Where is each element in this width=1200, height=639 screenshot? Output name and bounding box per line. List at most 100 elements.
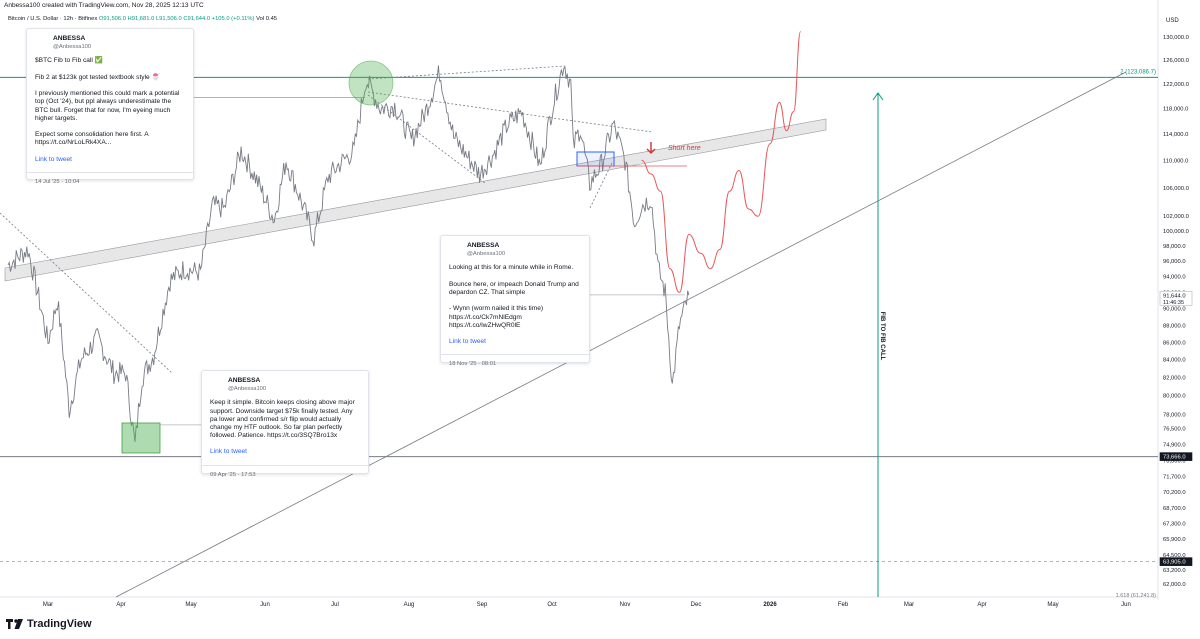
tweet-link[interactable]: Link to tweet [35, 155, 73, 163]
tweet-link[interactable]: Link to tweet [210, 448, 248, 456]
tweet-card: ANBESSA @Anbessa100 Looking at this for … [440, 235, 590, 367]
dotted-trendline [589, 162, 613, 209]
tweet-timestamp: 18 Nov '25 · 08:01 [449, 361, 497, 368]
tweet-timestamp: 09 Apr '25 · 17:53 [210, 471, 256, 478]
tweet-text: Looking at this for a minute while in Ro… [449, 264, 579, 329]
y-tick-label: 114,000.0 [1163, 132, 1188, 138]
price-tag-time: 11:46:35 [1163, 300, 1184, 306]
x-tick-label: 2026 [763, 602, 777, 608]
tweet-text: Keep it simple. Bitcoin keeps closing ab… [210, 399, 355, 440]
y-tick-label: 96,000.0 [1163, 259, 1186, 265]
y-tick-label: 130,000.0 [1163, 35, 1189, 41]
price-tag-label: 63,905.0 [1163, 560, 1186, 566]
x-tick-label: Feb [838, 602, 849, 608]
x-tick-label: May [185, 602, 196, 608]
x-tick-label: Mar [904, 602, 914, 608]
price-tag [1159, 290, 1193, 306]
fib-call-label: FIB TO FIB CALL [879, 312, 885, 361]
y-tick-label: 82,000.0 [1163, 375, 1186, 381]
y-tick-label: 76,500.0 [1163, 427, 1186, 433]
y-tick-label: 102,000.0 [1163, 214, 1189, 220]
y-tick-label: 86,000.0 [1163, 340, 1186, 346]
tweet-handle: @Anbessa100 [467, 251, 506, 258]
y-tick-label: 88,000.0 [1163, 323, 1186, 329]
y-tick-label: 80,000.0 [1163, 394, 1186, 400]
y-tick-label: 106,000.0 [1163, 186, 1189, 192]
long-trendline [115, 71, 1127, 598]
y-tick-label: 65,900.0 [1163, 537, 1186, 543]
tweet-handle: @Anbessa100 [228, 386, 267, 393]
ohlc-values: O91,506.0 H91,681.0 L91,506.0 C91,644.0 … [98, 16, 255, 22]
y-tick-label: 62,000.0 [1163, 582, 1186, 588]
volume-value: Vol 0.45 [256, 16, 278, 22]
x-tick-label: Dec [691, 602, 702, 608]
y-tick-label: 84,000.0 [1163, 358, 1186, 364]
tradingview-logo: TradingView [6, 618, 92, 630]
x-tick-label: Sep [477, 602, 488, 608]
fib-level-label: 2 (123,086.7) [1120, 69, 1156, 75]
x-tick-label: Oct [547, 602, 557, 608]
grid-layer [0, 0, 1159, 600]
y-tick-label: 122,000.0 [1163, 82, 1189, 88]
top-highlight-circle [348, 60, 394, 106]
dotted-trendline [367, 65, 566, 80]
tweet-text: $BTC Fib to Fib call ✅ Fib 2 at $123k go… [35, 57, 180, 147]
y-tick-label: 73,300.0 [1163, 458, 1186, 464]
tweet-link[interactable]: Link to tweet [449, 338, 487, 346]
x-tick-label: Apr [977, 602, 986, 608]
tradingview-logo-text: TradingView [27, 618, 92, 630]
short-arrow-head [646, 148, 656, 155]
price-line [7, 65, 690, 442]
fib-arrow-head [872, 92, 884, 101]
y-axis: USD 130,000.0 126,000.0 122,000.0 118,000.0 1… [1159, 18, 1193, 588]
x-tick-label: Apr [116, 602, 125, 608]
y-tick-label: 94,000.0 [1163, 275, 1186, 281]
x-tick-label: Aug [404, 602, 415, 608]
x-tick-label: Jun [1121, 602, 1131, 608]
y-tick-label: 110,000.0 [1163, 158, 1188, 164]
tweet-author: ANBESSA [53, 35, 86, 42]
drawing-layer [0, 65, 1158, 598]
tweet-card: ANBESSA @Anbessa100 $BTC Fib to Fib call… [26, 28, 194, 185]
tradingview-logo-icon [6, 619, 23, 629]
y-tick-label: 70,200.0 [1163, 490, 1186, 496]
y-tick-label: 71,700.0 [1163, 475, 1186, 481]
symbol-name: Bitcoin / U.S. Dollar · 12h · Bitfinex [8, 16, 98, 22]
y-tick-label: 90,000.0 [1163, 307, 1186, 313]
y-tick-label: 100,000.0 [1163, 229, 1189, 235]
x-tick-label: Jul [331, 602, 339, 608]
y-tick-label: 63,200.0 [1163, 568, 1186, 574]
chart-credit: Anbessa100 created with TradingView.com,… [4, 2, 204, 9]
short-here-label: Short here [668, 145, 701, 152]
y-tick-label: 118,000.0 [1163, 107, 1188, 113]
dotted-trendline [367, 91, 653, 133]
tweet-card: ANBESSA @Anbessa100 Keep it simple. Bitc… [201, 370, 369, 478]
symbol-info: Bitcoin / U.S. Dollar · 12h · Bitfinex O… [8, 16, 277, 26]
price-tag [1159, 557, 1193, 566]
price-tag [1159, 452, 1193, 461]
currency-label: USD [1166, 18, 1179, 24]
tweet-author: ANBESSA [467, 242, 500, 249]
x-tick-label: Mar [43, 602, 53, 608]
bottom-highlight-box [121, 422, 161, 454]
y-tick-label: 74,900.0 [1163, 442, 1186, 448]
x-axis: Mar Apr May Jun Jul Aug Sep Oct Nov Dec 2026 Feb Mar… [43, 602, 1131, 608]
consolidation-box [576, 151, 615, 167]
bottom-fib-label: 1.618 (61,241.8) [1116, 593, 1157, 599]
tweet-timestamp: 14 Jul '25 · 10:04 [35, 178, 80, 185]
tweet-author: ANBESSA [228, 377, 261, 384]
overlay-layer: Short here FIB TO FIB CALL 2 (123,086.7) 1.… [121, 60, 1157, 599]
y-tick-label: 126,000.0 [1163, 58, 1189, 64]
y-tick-label: 64,500.0 [1163, 553, 1186, 559]
rising-channel-band [4, 118, 827, 282]
x-tick-label: Jun [260, 602, 270, 608]
descending-dotted-trendline [0, 212, 173, 374]
x-tick-label: May [1047, 602, 1058, 608]
series-layer [7, 30, 802, 442]
dotted-trendline [367, 94, 486, 184]
y-tick-label: 98,000.0 [1163, 244, 1186, 250]
y-tick-label: 78,000.0 [1163, 412, 1186, 418]
x-tick-label: Nov [620, 602, 631, 608]
y-tick-label: 67,300.0 [1163, 521, 1186, 527]
